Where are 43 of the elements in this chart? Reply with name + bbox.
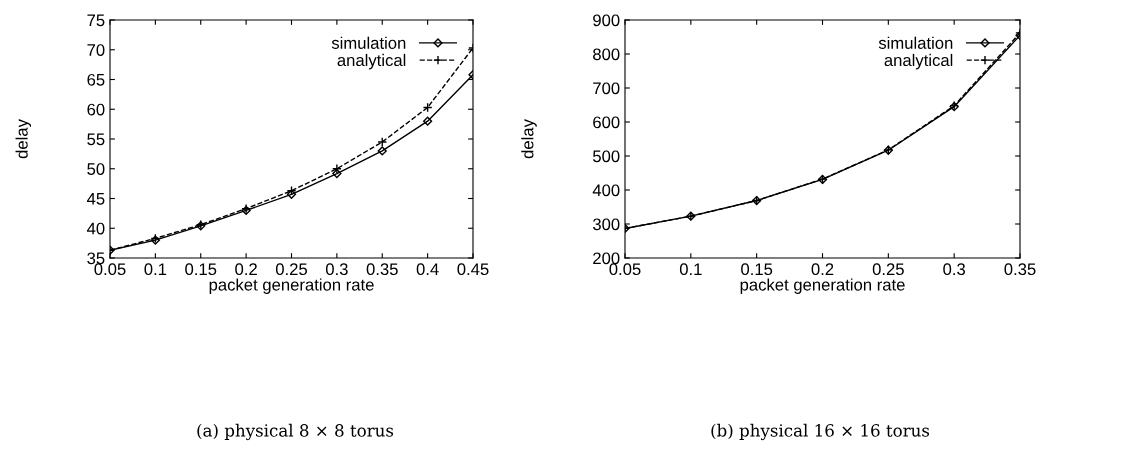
y-tick-label: 55 (87, 133, 105, 146)
y-tick-label: 75 (87, 14, 105, 27)
x-tick-label: 0.2 (811, 263, 834, 276)
text: (b) physical 16 × 16 torus (711, 423, 930, 441)
x-axis-title: packet generation rate (740, 278, 905, 294)
x-tick-label: 0.3 (325, 263, 348, 276)
x-tick-label: 0.35 (366, 263, 398, 276)
y-tick-label: 45 (86, 193, 105, 205)
legend-label: simulation (331, 36, 406, 49)
y-tick-label: 65 (87, 73, 105, 86)
legend-label: analytical (884, 53, 953, 70)
y-axis-title: delay (521, 119, 537, 159)
x-tick-label: 0.15 (185, 263, 217, 276)
x-tick-label: 0.1 (679, 263, 702, 276)
x-tick-label: 0.35 (1004, 263, 1036, 276)
y-tick-label: 40 (86, 222, 105, 235)
y-tick-label: 200 (593, 252, 620, 265)
x-tick-label: 0.45 (457, 263, 489, 276)
text: (a) physical 8 × 8 torus (197, 423, 394, 441)
legend-label: analytical (337, 53, 406, 70)
y-axis-title: delay (15, 119, 32, 159)
y-tick-label: 35 (87, 252, 105, 265)
x-axis-title: packet generation rate (209, 278, 374, 294)
y-tick-label: 500 (593, 150, 620, 163)
y-tick-label: 700 (593, 82, 620, 95)
x-tick-label: 0.2 (235, 263, 257, 276)
x-tick-label: 0.15 (741, 263, 773, 276)
y-tick-label: 300 (592, 218, 620, 231)
y-tick-label: 70 (87, 44, 105, 56)
x-tick-label: 0.25 (872, 263, 904, 276)
y-tick-label: 50 (87, 163, 105, 175)
x-tick-label: 0.05 (94, 263, 126, 276)
y-tick-label: 400 (592, 184, 620, 197)
y-tick-label: 600 (593, 116, 620, 129)
y-tick-label: 800 (593, 48, 620, 61)
legend-label: simulation (878, 36, 953, 49)
x-tick-label: 0.4 (416, 263, 439, 276)
y-tick-label: 60 (87, 103, 105, 116)
x-tick-label: 0.05 (609, 263, 641, 276)
y-tick-label: 900 (593, 14, 620, 27)
x-tick-label: 0.1 (144, 263, 167, 276)
x-tick-label: 0.3 (943, 263, 966, 276)
x-tick-label: 0.25 (275, 263, 308, 276)
